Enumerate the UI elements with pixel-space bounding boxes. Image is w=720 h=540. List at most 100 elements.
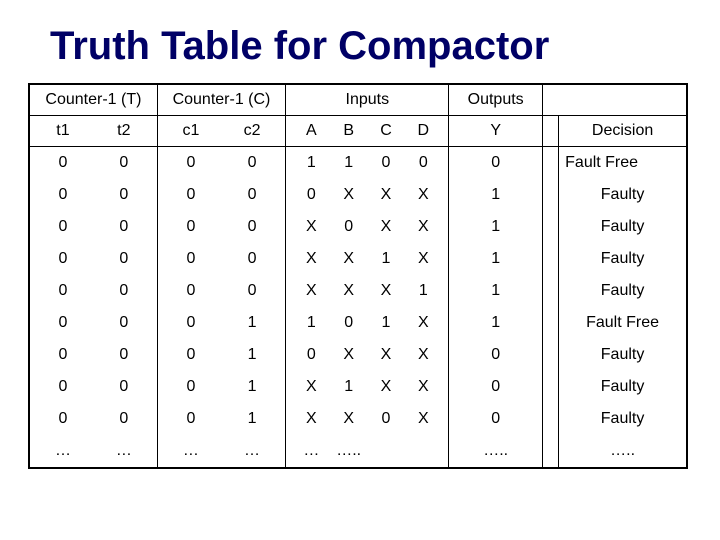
val-D: 0 — [405, 154, 442, 172]
val-c2: 0 — [221, 218, 282, 236]
cell-c: 00 — [157, 179, 285, 211]
val-C: 1 — [367, 314, 404, 332]
val-t1: 0 — [33, 250, 94, 268]
cell-t: 00 — [29, 243, 157, 275]
val-A: … — [293, 442, 330, 460]
cell-in: X0XX — [286, 211, 449, 243]
val-c2: 1 — [221, 314, 282, 332]
table-row: 0000XX1X1Faulty — [29, 243, 687, 275]
cell-c: 01 — [157, 403, 285, 435]
val-c2: 1 — [221, 410, 282, 428]
val-t2: 0 — [93, 250, 154, 268]
cell-t: 00 — [29, 339, 157, 371]
val-D: 1 — [405, 282, 442, 300]
cell-in: X1XX — [286, 371, 449, 403]
hdr-counter-c: Counter-1 (C) — [157, 84, 285, 116]
sub-t: t1t2 — [29, 116, 157, 147]
val-c1: 0 — [160, 186, 221, 204]
table-row: ………………..…..….. — [29, 435, 687, 468]
val-t1: 0 — [33, 378, 94, 396]
val-B: ….. — [330, 442, 367, 460]
val-D: X — [405, 186, 442, 204]
cell-c: 01 — [157, 339, 285, 371]
cell-c: 00 — [157, 243, 285, 275]
val-C: 0 — [367, 410, 404, 428]
table-row: 0001X1XX0Faulty — [29, 371, 687, 403]
cell-c: 00 — [157, 275, 285, 307]
val-B: X — [330, 186, 367, 204]
val-C: X — [367, 346, 404, 364]
hdr-counter-t: Counter-1 (T) — [29, 84, 157, 116]
val-c2: 1 — [221, 378, 282, 396]
val-D: X — [405, 410, 442, 428]
val-A: X — [293, 282, 330, 300]
val-A: 0 — [293, 186, 330, 204]
cell-blank — [542, 435, 558, 468]
val-A: 1 — [293, 154, 330, 172]
cell-y: 1 — [449, 243, 542, 275]
cell-blank — [542, 307, 558, 339]
val-t2: … — [93, 442, 154, 460]
cell-c: 01 — [157, 307, 285, 339]
val-B: X — [330, 282, 367, 300]
val-t2: 0 — [93, 218, 154, 236]
cell-decision: Fault Free — [559, 147, 687, 180]
val-B: 1 — [330, 378, 367, 396]
cell-decision: Faulty — [559, 275, 687, 307]
val-c2: 0 — [221, 154, 282, 172]
truth-table: Counter-1 (T) Counter-1 (C) Inputs Outpu… — [28, 83, 688, 469]
cell-y: 0 — [449, 339, 542, 371]
cell-t: 00 — [29, 307, 157, 339]
val-B: 1 — [330, 154, 367, 172]
cell-c: …… — [157, 435, 285, 468]
val-c1: 0 — [160, 314, 221, 332]
sub-in: ABCD — [286, 116, 449, 147]
cell-y: 1 — [449, 211, 542, 243]
val-D: X — [405, 218, 442, 236]
val-A: X — [293, 218, 330, 236]
val-t1: 0 — [33, 282, 94, 300]
val-t2: 0 — [93, 378, 154, 396]
val-c2: 0 — [221, 186, 282, 204]
val-C: 0 — [367, 154, 404, 172]
val-t1: 0 — [33, 218, 94, 236]
cell-c: 00 — [157, 147, 285, 180]
cell-blank — [542, 371, 558, 403]
val-c1: 0 — [160, 410, 221, 428]
val-A: 1 — [293, 314, 330, 332]
val-A: X — [293, 250, 330, 268]
table-row: 0001101X1Fault Free — [29, 307, 687, 339]
val-c1: … — [160, 442, 221, 460]
cell-in: …….. — [286, 435, 449, 468]
cell-y: 0 — [449, 371, 542, 403]
val-A: X — [293, 410, 330, 428]
val-t2: 0 — [93, 282, 154, 300]
hdr-inputs: Inputs — [286, 84, 449, 116]
val-t1: 0 — [33, 346, 94, 364]
cell-y: 1 — [449, 307, 542, 339]
cell-y: 0 — [449, 147, 542, 180]
table-row: 0000XXX11Faulty — [29, 275, 687, 307]
page-title: Truth Table for Compactor — [50, 24, 692, 69]
cell-in: XX1X — [286, 243, 449, 275]
hdr-outputs: Outputs — [449, 84, 542, 116]
cell-t: 00 — [29, 371, 157, 403]
cell-t: …… — [29, 435, 157, 468]
val-C: X — [367, 218, 404, 236]
val-c1: 0 — [160, 346, 221, 364]
cell-t: 00 — [29, 275, 157, 307]
table-body: 000011000Fault Free00000XXX1Faulty0000X0… — [29, 147, 687, 469]
val-B: X — [330, 250, 367, 268]
table-row: 000011000Fault Free — [29, 147, 687, 180]
lbl-t1: t1 — [33, 122, 94, 140]
sub-header-row: t1t2 c1c2 ABCD Y Decision — [29, 116, 687, 147]
cell-y: 1 — [449, 275, 542, 307]
val-C: 1 — [367, 250, 404, 268]
val-c2: 0 — [221, 250, 282, 268]
sub-c: c1c2 — [157, 116, 285, 147]
cell-in: 101X — [286, 307, 449, 339]
cell-blank — [542, 243, 558, 275]
cell-blank — [542, 403, 558, 435]
val-c1: 0 — [160, 378, 221, 396]
cell-y: 0 — [449, 403, 542, 435]
